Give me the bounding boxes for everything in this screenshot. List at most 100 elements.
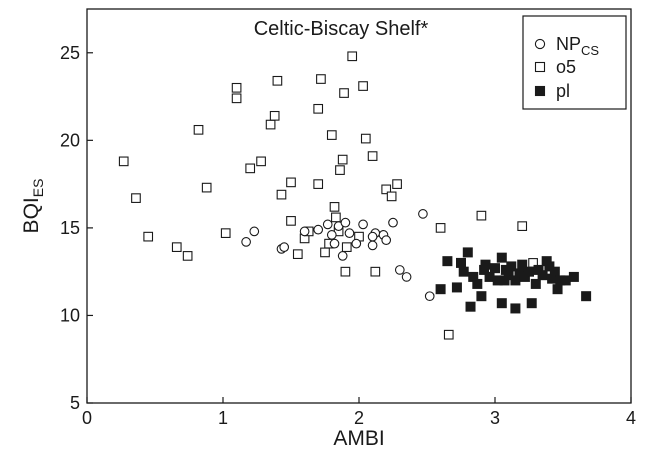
data-point-o5 (476, 210, 487, 221)
data-point-o5 (347, 51, 358, 62)
data-point-o5 (358, 81, 368, 91)
data-point-pl (476, 291, 487, 302)
data-point-pl (526, 298, 537, 309)
data-point-pl (517, 259, 528, 270)
legend-marker-open-square (534, 61, 546, 73)
data-point-np-cs (401, 272, 412, 282)
legend-marker-circle (534, 38, 546, 50)
data-point-o5 (245, 163, 256, 174)
data-point-pl (458, 266, 469, 277)
data-point-o5 (269, 110, 280, 121)
x-tick-label: 4 (626, 408, 636, 428)
data-point-o5 (272, 75, 283, 86)
data-point-o5 (292, 249, 303, 260)
data-point-np-cs (340, 217, 351, 228)
legend-label-o5: o5 (556, 57, 576, 77)
y-tick-label: 15 (60, 218, 80, 238)
data-point-pl (524, 266, 534, 277)
data-point-pl (496, 252, 507, 263)
data-point-pl (530, 278, 541, 289)
data-point-o5 (256, 156, 266, 167)
data-point-np-cs (367, 231, 378, 242)
data-point-np-cs (418, 209, 428, 219)
data-point-pl (480, 259, 491, 270)
data-point-o5 (286, 216, 296, 226)
data-point-o5 (313, 179, 324, 189)
y-tick-label: 5 (70, 393, 80, 413)
x-tick-label: 2 (354, 408, 364, 428)
data-point-o5 (367, 151, 378, 161)
data-point-o5 (517, 221, 528, 231)
legend-label-np: NPCS (556, 34, 599, 58)
data-point-np-cs (388, 217, 398, 228)
data-point-pl (499, 275, 510, 286)
data-point-pl (568, 271, 579, 282)
data-point-np-cs (329, 238, 340, 249)
data-point-o5 (313, 103, 324, 114)
data-point-np-cs (424, 291, 435, 302)
data-point-o5 (143, 231, 154, 242)
x-axis-title: AMBI (333, 427, 384, 450)
x-tick-label: 1 (218, 408, 228, 428)
data-point-o5 (171, 242, 182, 253)
data-point-o5 (231, 93, 242, 104)
data-point-np-cs (313, 224, 324, 235)
data-point-pl (472, 278, 483, 289)
legend-label-np-main: NP (556, 34, 581, 54)
data-point-o5 (320, 247, 330, 258)
data-point-o5 (118, 156, 129, 167)
data-point-pl (549, 266, 560, 277)
data-point-o5 (201, 182, 212, 193)
data-point-o5 (339, 88, 349, 98)
data-point-pl (462, 247, 473, 258)
data-point-o5 (329, 202, 340, 212)
chart-title: Celtic-Biscay Shelf* (254, 18, 429, 40)
data-point-np-cs (299, 226, 310, 237)
x-tick-label: 0 (82, 408, 92, 428)
y-tick-label: 20 (60, 130, 80, 150)
data-point-np-cs (326, 230, 337, 240)
data-point-o5 (341, 242, 352, 253)
data-point-o5 (381, 184, 392, 195)
axis-ticks: 0 1 2 3 4 5 10 15 20 25 (60, 43, 636, 428)
data-point-np-cs (394, 265, 405, 275)
data-point-o5 (316, 74, 326, 84)
data-point-o5 (360, 133, 371, 144)
legend: NPCS o5 pl (522, 15, 627, 110)
data-point-o5 (286, 177, 296, 188)
data-point-pl (484, 271, 495, 282)
data-point-pl (544, 261, 555, 272)
data-point-pl (456, 257, 466, 268)
data-point-pl (552, 284, 563, 295)
data-point-np-cs (381, 235, 392, 245)
data-point-pl (442, 256, 453, 267)
data-point-np-cs (358, 219, 368, 230)
data-point-pl (537, 270, 548, 281)
data-point-np-cs (351, 238, 362, 249)
data-point-o5 (370, 266, 381, 277)
data-point-o5 (131, 193, 141, 203)
data-point-o5 (340, 266, 351, 277)
data-point-o5 (392, 179, 402, 189)
data-point-np-cs (337, 251, 348, 261)
y-axis-title: BQIES (20, 179, 46, 234)
data-points (118, 51, 592, 340)
data-point-o5 (435, 223, 446, 233)
data-point-pl (435, 284, 446, 295)
data-point-o5 (220, 228, 231, 238)
legend-label-pl: pl (556, 81, 570, 101)
y-tick-label: 10 (60, 305, 80, 325)
data-point-o5 (386, 191, 397, 202)
data-point-o5 (276, 189, 287, 200)
data-point-pl (510, 303, 521, 314)
legend-label-np-subscript: CS (581, 43, 599, 58)
y-axis-title-main: BQI (20, 197, 43, 233)
data-point-np-cs (241, 237, 251, 247)
y-tick-label: 25 (60, 43, 80, 63)
data-point-pl (506, 261, 517, 272)
data-point-np-cs (322, 219, 333, 230)
data-point-o5 (337, 154, 348, 165)
x-tick-label: 3 (490, 408, 500, 428)
data-point-o5 (193, 124, 204, 135)
